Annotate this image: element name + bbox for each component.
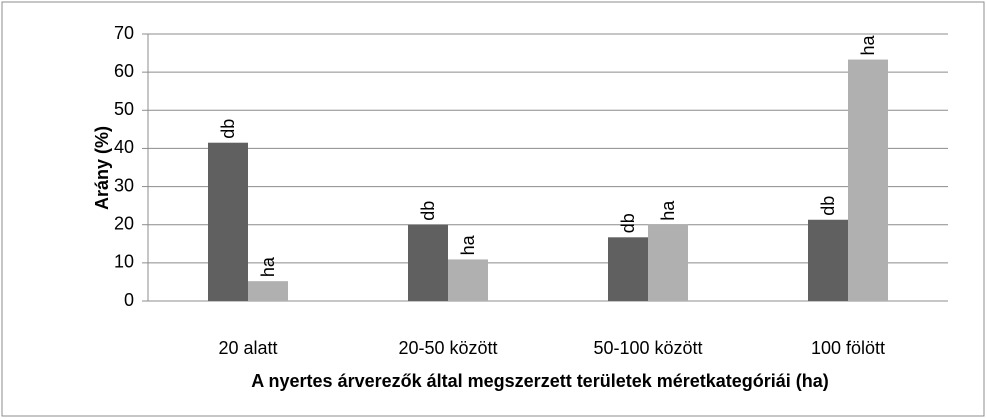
bar bbox=[608, 237, 648, 301]
y-tick-label: 30 bbox=[114, 175, 134, 195]
x-tick-label: 20-50 között bbox=[398, 338, 497, 358]
data-label: ha bbox=[658, 200, 678, 221]
x-tick-label: 50-100 között bbox=[593, 338, 702, 358]
y-tick-label: 50 bbox=[114, 99, 134, 119]
x-tick-label: 20 alatt bbox=[218, 338, 277, 358]
bar bbox=[448, 259, 488, 301]
data-label: db bbox=[818, 196, 838, 216]
data-label: ha bbox=[458, 234, 478, 255]
y-axis-title: Arány (%) bbox=[92, 126, 112, 210]
data-label: db bbox=[218, 119, 238, 139]
data-label: db bbox=[618, 213, 638, 233]
data-label: ha bbox=[258, 256, 278, 277]
bar bbox=[248, 281, 288, 301]
y-tick-label: 20 bbox=[114, 213, 134, 233]
bar bbox=[208, 142, 248, 301]
x-axis-title: A nyertes árverezők által megszerzett te… bbox=[251, 371, 829, 391]
y-tick-label: 70 bbox=[114, 23, 134, 43]
bar bbox=[808, 219, 848, 301]
data-label: db bbox=[418, 201, 438, 221]
bar bbox=[408, 224, 448, 301]
y-tick-label: 10 bbox=[114, 252, 134, 272]
data-label: ha bbox=[858, 35, 878, 56]
bar bbox=[848, 59, 888, 302]
y-tick-label: 60 bbox=[114, 61, 134, 81]
y-tick-label: 0 bbox=[124, 290, 134, 310]
y-tick-label: 40 bbox=[114, 137, 134, 157]
bar bbox=[648, 224, 688, 301]
x-tick-label: 100 fölött bbox=[811, 338, 885, 358]
